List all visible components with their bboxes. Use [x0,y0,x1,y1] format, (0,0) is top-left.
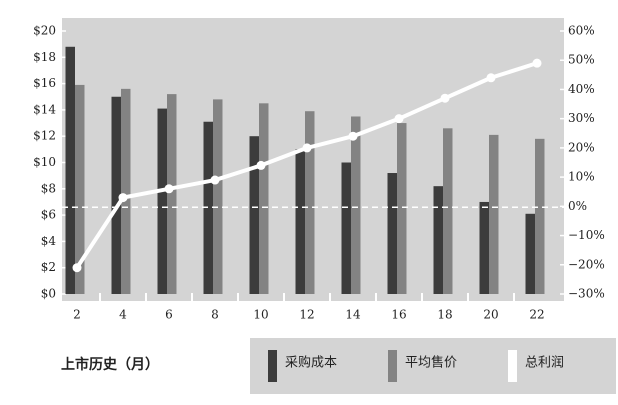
y2-tick-label: 20% [568,140,595,154]
bar [259,103,269,294]
x-tick-label: 2 [73,308,81,322]
bar [489,134,499,294]
bar [351,116,361,294]
bar [249,136,259,294]
legend: 采购成本 平均售价 总利润 [268,350,564,382]
line-marker [348,131,358,141]
bar [535,138,545,294]
y2-tick-label: −10% [568,228,605,242]
legend-label: 总利润 [525,356,564,371]
line-marker [440,93,450,103]
y2-tick-label: −30% [568,287,605,301]
line-marker [72,263,82,273]
bar [305,111,315,294]
y2-tick-label: −20% [568,257,605,271]
bar [479,201,489,294]
y-tick-label: $10 [33,155,56,169]
bar [295,149,305,294]
line-marker [302,143,312,153]
bar [157,108,167,295]
legend-background [250,338,616,394]
y-tick-label: $14 [33,102,56,116]
legend-label: 采购成本 [285,355,337,371]
bar [213,99,223,294]
bar [443,128,453,294]
y2-tick-label: 0% [568,199,587,213]
bar [75,84,85,294]
bar [341,162,351,294]
line-marker [394,114,404,124]
bar [397,123,407,294]
y-tick-label: $18 [33,50,56,64]
x-tick-label: 8 [211,308,219,322]
x-tick-label: 20 [483,308,498,322]
bar [65,46,75,294]
y-tick-label: $20 [33,24,56,38]
bar [111,96,121,294]
x-tick-label: 10 [253,308,268,322]
y-tick-label: $8 [41,181,56,195]
line-marker [118,193,128,203]
x-tick-label: 4 [119,308,127,322]
y-tick-label: $6 [41,208,56,222]
line-marker [256,160,266,170]
line-marker [164,184,174,194]
bar [433,186,443,294]
line-marker [486,73,496,83]
bar [203,121,213,294]
line-marker [532,58,542,68]
x-tick-label: 22 [529,308,544,322]
legend-label: 平均售价 [405,355,457,371]
bar [525,213,535,294]
y2-tick-label: 60% [568,24,595,38]
legend-swatch [268,350,277,382]
y2-tick-label: 30% [568,111,595,125]
x-tick-label: 6 [165,308,173,322]
x-tick-label: 18 [437,308,452,322]
y-tick-label: $2 [41,260,56,274]
y-tick-label: $16 [33,76,56,90]
legend-swatch [388,350,397,382]
x-axis-title: 上市历史（月） [61,356,159,373]
y2-tick-label: 40% [568,82,595,96]
line-marker [210,175,220,185]
bar [167,94,177,295]
bar [121,88,131,294]
legend-swatch [508,350,517,382]
y-tick-label: $0 [41,287,56,301]
y-tick-label: $4 [41,234,57,248]
x-tick-label: 16 [391,308,406,322]
x-tick-label: 14 [345,308,361,322]
bar [387,173,397,294]
x-tick-label: 12 [299,308,314,322]
y-tick-label: $12 [33,129,56,143]
y2-tick-label: 50% [568,53,595,67]
y2-tick-label: 10% [568,170,595,184]
